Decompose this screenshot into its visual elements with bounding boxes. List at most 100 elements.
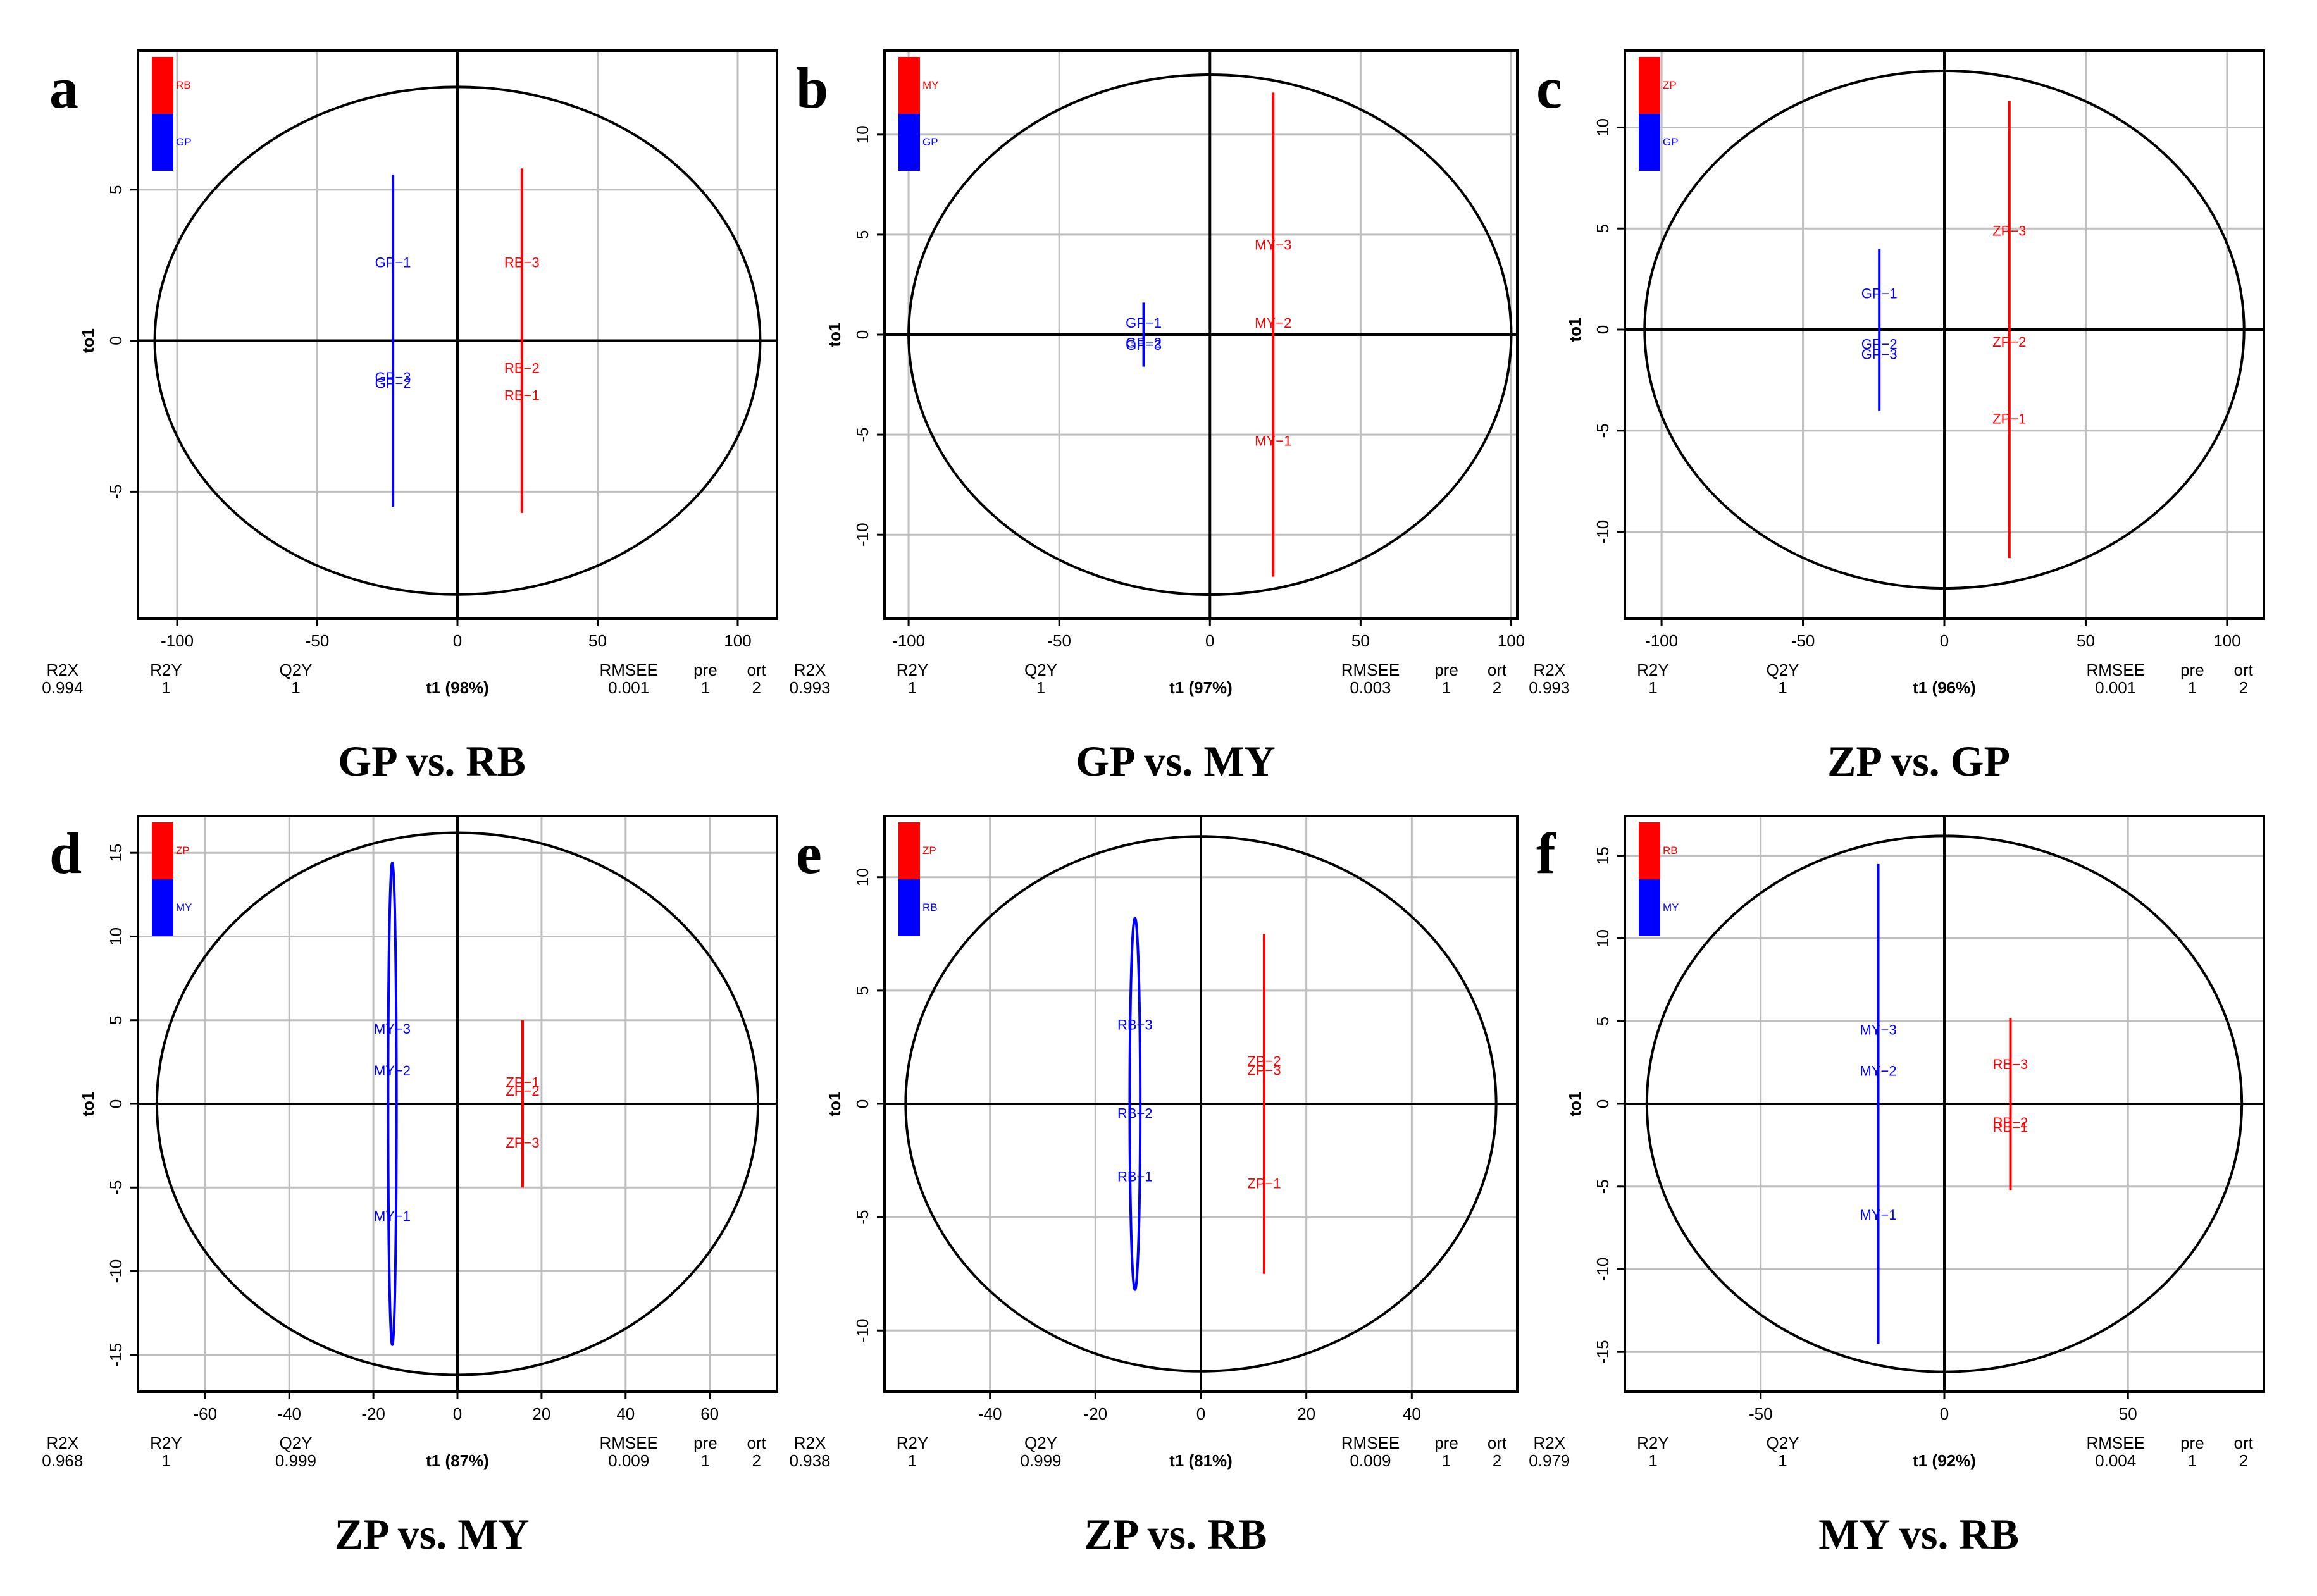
y-axis-label: to1 <box>825 323 844 347</box>
stat-header: RMSEE <box>2086 660 2144 679</box>
y-tick-label: 5 <box>1593 224 1612 233</box>
point-label: GP−1 <box>1126 315 1162 331</box>
point-label: GP−3 <box>1126 337 1162 353</box>
point-label: GP−2 <box>375 375 411 391</box>
y-tick-label: -5 <box>106 485 125 499</box>
x-tick-label: 50 <box>2119 1404 2137 1423</box>
x-tick-label: -40 <box>277 1404 301 1423</box>
stat-value: 2 <box>1493 1451 1501 1470</box>
point-label: ZP−3 <box>1247 1062 1281 1078</box>
point-label: ZP−3 <box>506 1135 539 1151</box>
x-axis-label: t1 (81%) <box>1169 1451 1233 1470</box>
stat-header: R2Y <box>897 660 929 679</box>
stat-value: 2 <box>752 678 761 697</box>
stat-value: 1 <box>291 678 300 697</box>
stat-value: 1 <box>1778 678 1787 697</box>
legend-swatch-blue <box>152 114 173 171</box>
x-tick-label: 100 <box>1498 631 1525 650</box>
y-tick-label: 5 <box>106 185 125 194</box>
x-tick-label: 0 <box>1940 1404 1949 1423</box>
point-label: ZP−1 <box>1247 1175 1281 1191</box>
y-tick-label: 5 <box>1593 1017 1612 1025</box>
comparison-title: MY vs. RB <box>1818 1510 2019 1558</box>
y-tick-label: 10 <box>1593 118 1612 137</box>
stat-value: 2 <box>1493 678 1501 697</box>
x-tick-label: 0 <box>453 631 462 650</box>
panel-letter: d <box>49 821 82 886</box>
point-label: MY−3 <box>1255 237 1291 253</box>
y-tick-label: 0 <box>853 1099 872 1108</box>
point-label: MY−2 <box>374 1063 411 1079</box>
y-axis-label: to1 <box>78 328 97 353</box>
stat-header: Q2Y <box>279 1433 312 1452</box>
point-label: RB−2 <box>1993 1115 2028 1130</box>
stat-header: R2Y <box>150 1433 182 1452</box>
x-tick-label: -50 <box>306 631 330 650</box>
stat-header: ort <box>2234 1433 2254 1452</box>
x-tick-label: 40 <box>1403 1404 1421 1423</box>
point-label: GP−3 <box>375 369 411 385</box>
point-label: ZP−1 <box>1992 411 2026 427</box>
stat-header: Q2Y <box>1766 1433 1799 1452</box>
legend-label: GP <box>922 136 938 148</box>
stat-header: pre <box>2180 660 2204 679</box>
stat-value: 1 <box>1648 678 1657 697</box>
point-label: MY−1 <box>1255 433 1291 449</box>
stat-header: R2X <box>1534 1433 1566 1452</box>
stat-header: RMSEE <box>599 660 657 679</box>
y-tick-label: -5 <box>853 428 872 442</box>
y-tick-label: -10 <box>1593 520 1612 544</box>
group-ellipse-blue <box>1128 917 1142 1291</box>
stat-header: ort <box>2234 660 2254 679</box>
point-label: ZP−2 <box>1992 334 2026 350</box>
x-tick-label: -50 <box>1749 1404 1773 1423</box>
point-label: MY−2 <box>1860 1063 1896 1079</box>
stat-header: R2X <box>1534 660 1566 679</box>
legend-label: RB <box>1663 844 1678 857</box>
x-tick-label: 20 <box>1297 1404 1315 1423</box>
x-tick-label: 100 <box>2213 631 2240 650</box>
stat-value: 2 <box>2239 678 2247 697</box>
legend-label: GP <box>176 136 192 148</box>
y-tick-label: 0 <box>106 1099 125 1108</box>
confidence-ellipse <box>1645 834 2244 1373</box>
stat-header: R2Y <box>150 660 182 679</box>
point-label: RB−1 <box>1117 1169 1153 1185</box>
panel-b: GP−1GP−2GP−3MY−3MY−2MY−1-100 -50 0 50 100-10… <box>789 49 1525 785</box>
stat-value: 1 <box>908 678 917 697</box>
x-tick-label: -100 <box>1645 631 1678 650</box>
x-axis-label: t1 (92%) <box>1913 1451 1976 1470</box>
stat-value: 0.979 <box>1529 1451 1570 1470</box>
stat-header: RMSEE <box>1341 660 1400 679</box>
y-tick-label: -10 <box>853 1318 872 1342</box>
stat-value: 0.009 <box>608 1451 649 1470</box>
point-label: GP−2 <box>1126 335 1162 351</box>
y-tick-label: 5 <box>853 230 872 239</box>
x-tick-label: -50 <box>1791 631 1815 650</box>
stat-value: 0.999 <box>1020 1451 1061 1470</box>
stat-header: ort <box>747 660 767 679</box>
x-axis-label: t1 (98%) <box>426 678 489 697</box>
panel-c: GP−1GP−2GP−3ZP−3ZP−2ZP−1-100 -50 0 50 100-10… <box>1529 49 2265 785</box>
y-tick-label: -10 <box>853 523 872 547</box>
stat-value: 0.994 <box>42 678 83 697</box>
legend-swatch-red <box>1639 822 1660 879</box>
point-label: ZP−2 <box>1247 1053 1281 1069</box>
stat-value: 1 <box>1442 678 1451 697</box>
legend-swatch-blue <box>898 879 920 936</box>
point-label: MY−2 <box>1255 315 1291 331</box>
stat-value: 0.993 <box>789 678 830 697</box>
y-axis-label: to1 <box>78 1092 97 1117</box>
stat-header: R2Y <box>1637 1433 1669 1452</box>
stat-header: Q2Y <box>279 660 312 679</box>
comparison-title: GP vs. RB <box>338 737 526 785</box>
x-tick-label: -20 <box>361 1404 385 1423</box>
legend-swatch-red <box>152 57 173 114</box>
comparison-title: GP vs. MY <box>1076 737 1275 785</box>
y-tick-label: -10 <box>1593 1258 1612 1282</box>
panel-a: GP−1GP−3GP−2RB−3RB−2RB−1-100 -50 0 50 100-50… <box>42 49 778 785</box>
y-tick-label: -10 <box>106 1259 125 1284</box>
y-tick-label: -5 <box>1593 1179 1612 1194</box>
legend-label: ZP <box>176 844 190 857</box>
stat-value: 1 <box>1442 1451 1451 1470</box>
